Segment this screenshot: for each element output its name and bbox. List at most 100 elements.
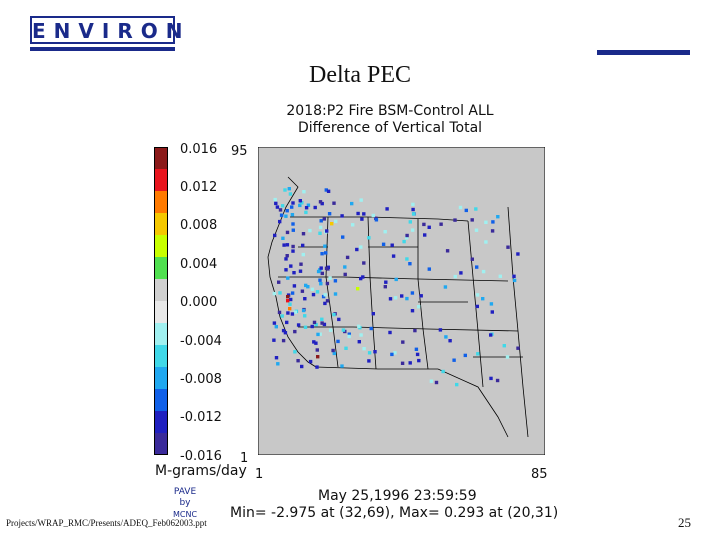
emission-cell [332,351,336,356]
emission-cell [373,350,377,354]
emission-cell [359,333,363,337]
emission-cell [381,242,386,246]
emission-cell [323,244,327,248]
emission-cell [506,245,510,249]
emission-cell [320,201,324,206]
emission-cell [277,280,281,284]
pave-org: MCNC [172,510,198,519]
emission-cell [371,213,375,218]
emission-cell [296,323,301,327]
emission-cell [281,328,286,333]
emission-cell-high [330,222,334,226]
emission-cell [290,312,295,316]
emission-cell [429,379,434,383]
emission-cell [285,243,290,247]
emission-cell [441,369,445,374]
emission-cell [476,352,480,356]
emission-cell [278,208,283,212]
border-line-9 [298,246,523,358]
emission-cell [272,291,276,296]
emission-cell [304,206,309,210]
emission-cell [475,304,479,309]
emission-cell [355,247,359,252]
emission-cell [414,347,419,351]
emission-cell-high [288,307,292,311]
colorbar-segment [154,169,168,192]
emission-cell [371,312,375,316]
emission-cell [343,272,347,277]
emission-cell [325,229,329,233]
emission-cell [336,339,340,344]
emission-cell [292,284,297,288]
emission-cell [401,340,405,344]
emission-cell [390,243,394,247]
emission-cell [491,220,495,224]
emission-cell [362,212,366,216]
emission-cell [316,332,320,337]
emission-cell [357,324,361,328]
emission-cell [323,301,327,306]
emission-cell [357,340,361,344]
emission-cell [291,249,295,253]
emission-cell [470,257,474,261]
emission-cell [495,378,500,383]
emission-cell [318,231,322,235]
emission-cell [318,332,322,336]
emission-cell [384,280,388,284]
emission-cell [301,232,306,236]
emission-cell [484,220,488,224]
emission-cell [361,275,365,279]
emission-cell [283,188,287,192]
legend-label-4: 0.000 [180,295,218,310]
colorbar-segment [154,367,168,390]
emission-cell [291,201,295,205]
emission-cell [319,219,323,223]
y-axis-min: 1 [240,451,249,466]
emission-cell [439,222,443,226]
border-line-2 [278,276,509,282]
legend-label-6: -0.008 [180,372,222,387]
emission-cell [312,340,316,344]
emission-cell [369,326,373,331]
pave-label: PAVE [173,487,197,497]
emission-cell [319,266,323,270]
emission-cell [367,359,371,363]
units-label: M-grams/day [155,463,247,479]
emission-cell [285,209,289,213]
emission-cell [315,348,319,352]
emission-cell [290,205,294,209]
colorbar-segment [154,345,168,368]
emission-cell [502,344,506,348]
emission-cell [332,201,336,205]
emission-cell [272,338,276,342]
emission-cell [284,268,288,272]
emission-cell [408,262,412,266]
emission-cell [320,252,324,256]
emission-cell [332,312,336,317]
emission-cell [290,291,295,295]
map-background [258,147,545,455]
emission-cell [302,190,306,194]
emission-cell [475,293,480,297]
emission-cell [452,358,456,362]
emission-cell [328,328,333,332]
emission-cell [411,212,416,216]
emission-cell [327,212,332,216]
emission-cell [411,207,415,212]
emission-cell [279,213,284,217]
emission-cell [322,322,327,327]
emission-cell [285,320,289,325]
emission-cell [303,325,308,329]
emission-cell [323,293,327,297]
emission-cell [427,267,431,271]
emission-cell [443,285,448,289]
header-accent-bar [597,50,690,55]
emission-cell [282,243,286,247]
emission-cell [300,201,304,205]
environ-logo: ENVIRON [30,16,182,44]
emission-cell [280,204,285,208]
emission-cell [311,292,316,297]
emission-cell [334,219,338,224]
emission-cell [274,201,278,206]
emission-cell [287,187,291,191]
